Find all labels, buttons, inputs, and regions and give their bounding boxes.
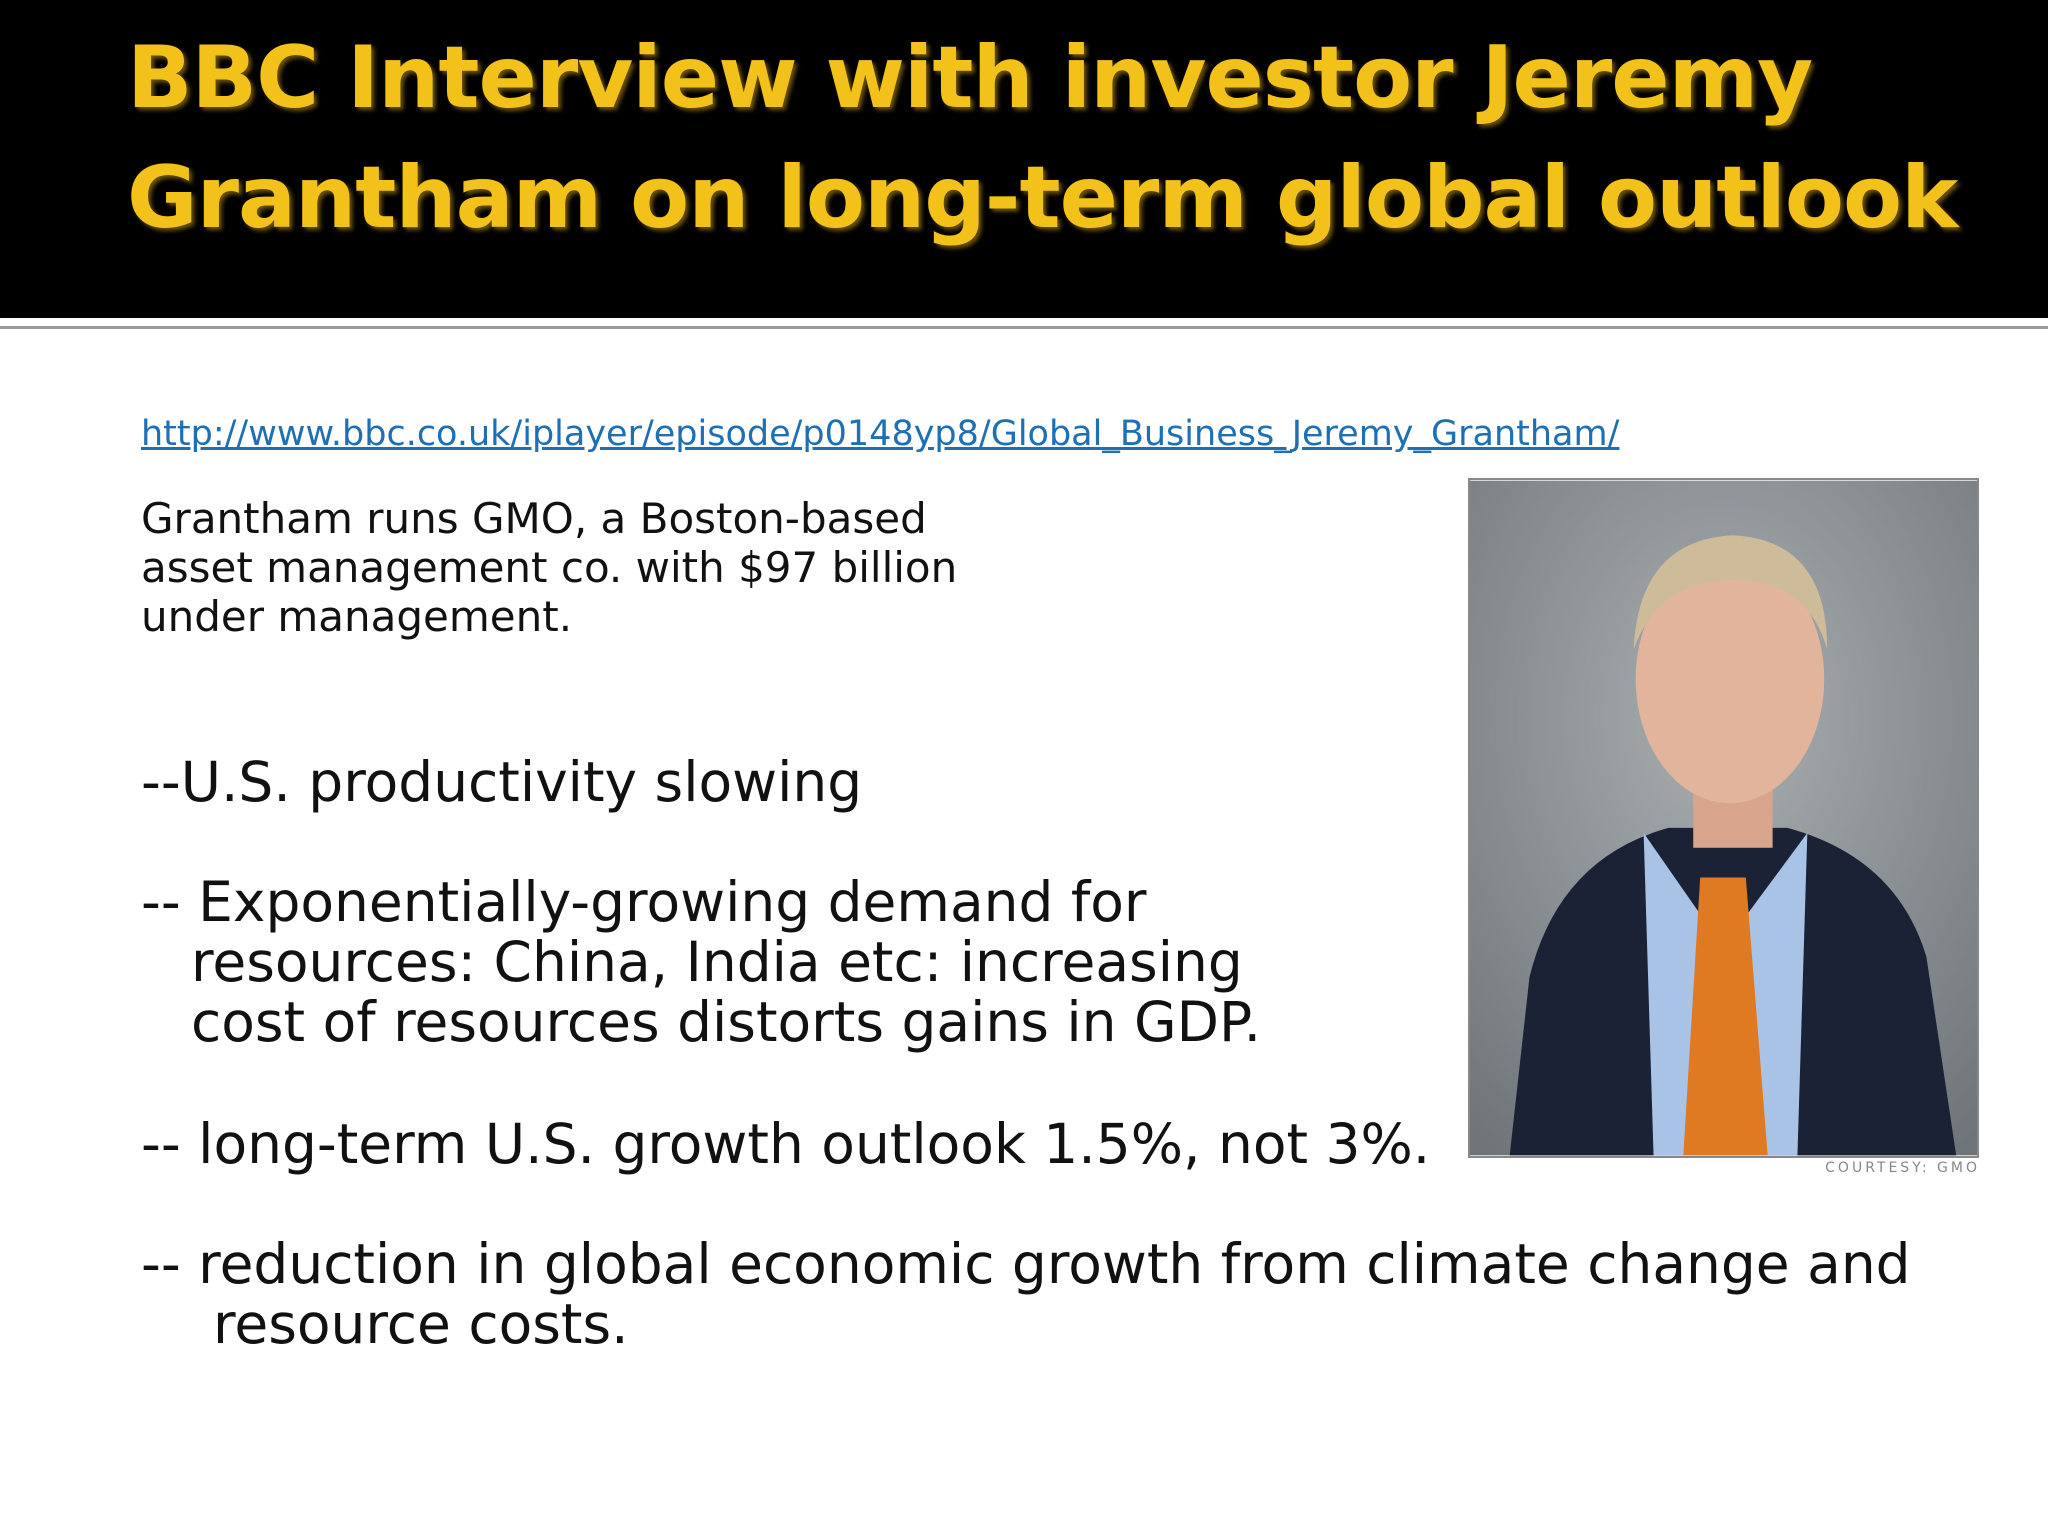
bullet-line: cost of resources distorts gains in GDP.: [191, 990, 1262, 1054]
bullet-line: -- Exponentially-growing demand for: [141, 870, 1147, 934]
header-rule: [0, 322, 2048, 329]
title-line: BBC Interview with investor Jeremy: [127, 28, 1813, 128]
bullet-line: resource costs.: [213, 1292, 629, 1356]
bullet-line: --U.S. productivity slowing: [141, 750, 863, 814]
bullet-line: resources: China, India etc: increasing: [191, 930, 1243, 994]
header-bar: [0, 0, 2048, 318]
description-line: asset management co. with $97 billion: [141, 543, 958, 592]
episode-link[interactable]: http://www.bbc.co.uk/iplayer/episode/p01…: [141, 414, 1620, 454]
bullet-line: -- long-term U.S. growth outlook 1.5%, n…: [141, 1112, 1431, 1176]
description-line: Grantham runs GMO, a Boston-based: [141, 494, 927, 543]
title-line: Grantham on long-term global outlook: [127, 148, 1958, 248]
bullet-line: -- reduction in global economic growth f…: [141, 1232, 1911, 1296]
description-line: under management.: [141, 592, 573, 641]
photo-caption: COURTESY: GMO: [1825, 1160, 1980, 1176]
portrait-photo: [1468, 478, 1979, 1158]
